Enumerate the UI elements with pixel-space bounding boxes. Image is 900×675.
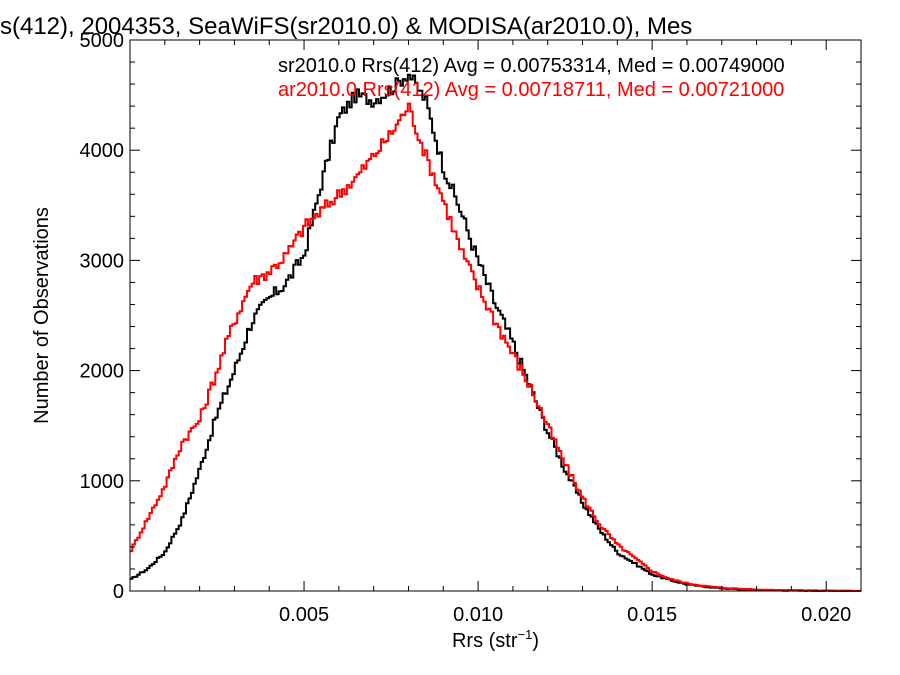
chart-title: rs(412), 2004353, SeaWiFS(sr2010.0) & MO… <box>0 13 692 40</box>
x-tick-label: 0.020 <box>801 604 851 626</box>
legend: sr2010.0 Rrs(412) Avg = 0.00753314, Med … <box>278 55 785 101</box>
x-axis-label-superscript: −1 <box>518 627 533 642</box>
x-axis-label-suffix: ) <box>532 630 539 652</box>
y-tick-label: 0 <box>113 581 124 603</box>
plot-area: 0 1000 2000 3000 4000 5000 0.005 0.010 0.015 0.02… <box>80 30 862 626</box>
x-tick-label: 0.005 <box>279 604 329 626</box>
plot-frame <box>129 39 862 592</box>
y-tick-label: 1000 <box>80 471 125 493</box>
x-axis-label: Rrs (str−1) <box>452 627 539 652</box>
legend-entry-ar2010: ar2010.0 Rrs(412) Avg = 0.00718711, Med … <box>278 79 784 101</box>
y-tick-label: 2000 <box>80 361 125 383</box>
y-axis-label: Number of Observations <box>31 207 53 424</box>
x-tick-label: 0.015 <box>627 604 677 626</box>
y-tick-label: 5000 <box>80 30 125 52</box>
series-line-0 <box>130 73 861 592</box>
series-line-1 <box>130 102 861 592</box>
y-tick-label: 4000 <box>80 140 125 162</box>
legend-entry-sr2010: sr2010.0 Rrs(412) Avg = 0.00753314, Med … <box>278 55 785 77</box>
x-axis-label-prefix: Rrs (str <box>452 630 518 652</box>
x-tick-label: 0.010 <box>453 604 503 626</box>
y-tick-label: 3000 <box>80 250 125 272</box>
